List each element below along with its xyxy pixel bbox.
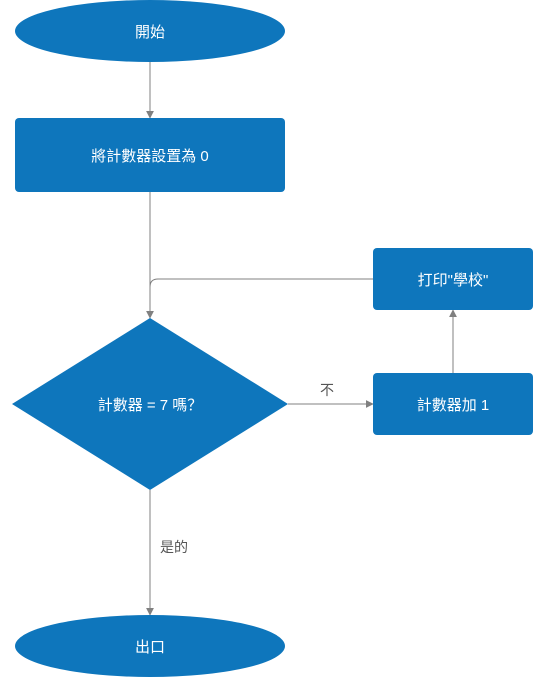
node-decision: 計數器 = 7 嗎？ xyxy=(12,318,288,490)
flowchart-canvas: 開始 將計數器設置為 0 打印"學校" 計數器 = 7 嗎？ 計數器加 1 出口… xyxy=(0,0,551,691)
node-increment-label: 計數器加 1 xyxy=(417,394,490,415)
node-init-label: 將計數器設置為 0 xyxy=(91,145,209,166)
edge-label-no: 不 xyxy=(320,380,334,400)
node-print-label: 打印"學校" xyxy=(418,269,489,290)
node-start: 開始 xyxy=(15,0,285,62)
edge-print-to-mainflow xyxy=(150,279,373,287)
node-decision-label: 計數器 = 7 嗎？ xyxy=(98,394,203,415)
node-exit: 出口 xyxy=(15,615,285,677)
node-increment: 計數器加 1 xyxy=(373,373,533,435)
node-start-label: 開始 xyxy=(135,21,165,42)
node-init: 將計數器設置為 0 xyxy=(15,118,285,192)
edge-label-yes: 是的 xyxy=(160,537,188,557)
node-exit-label: 出口 xyxy=(135,636,165,657)
node-print: 打印"學校" xyxy=(373,248,533,310)
